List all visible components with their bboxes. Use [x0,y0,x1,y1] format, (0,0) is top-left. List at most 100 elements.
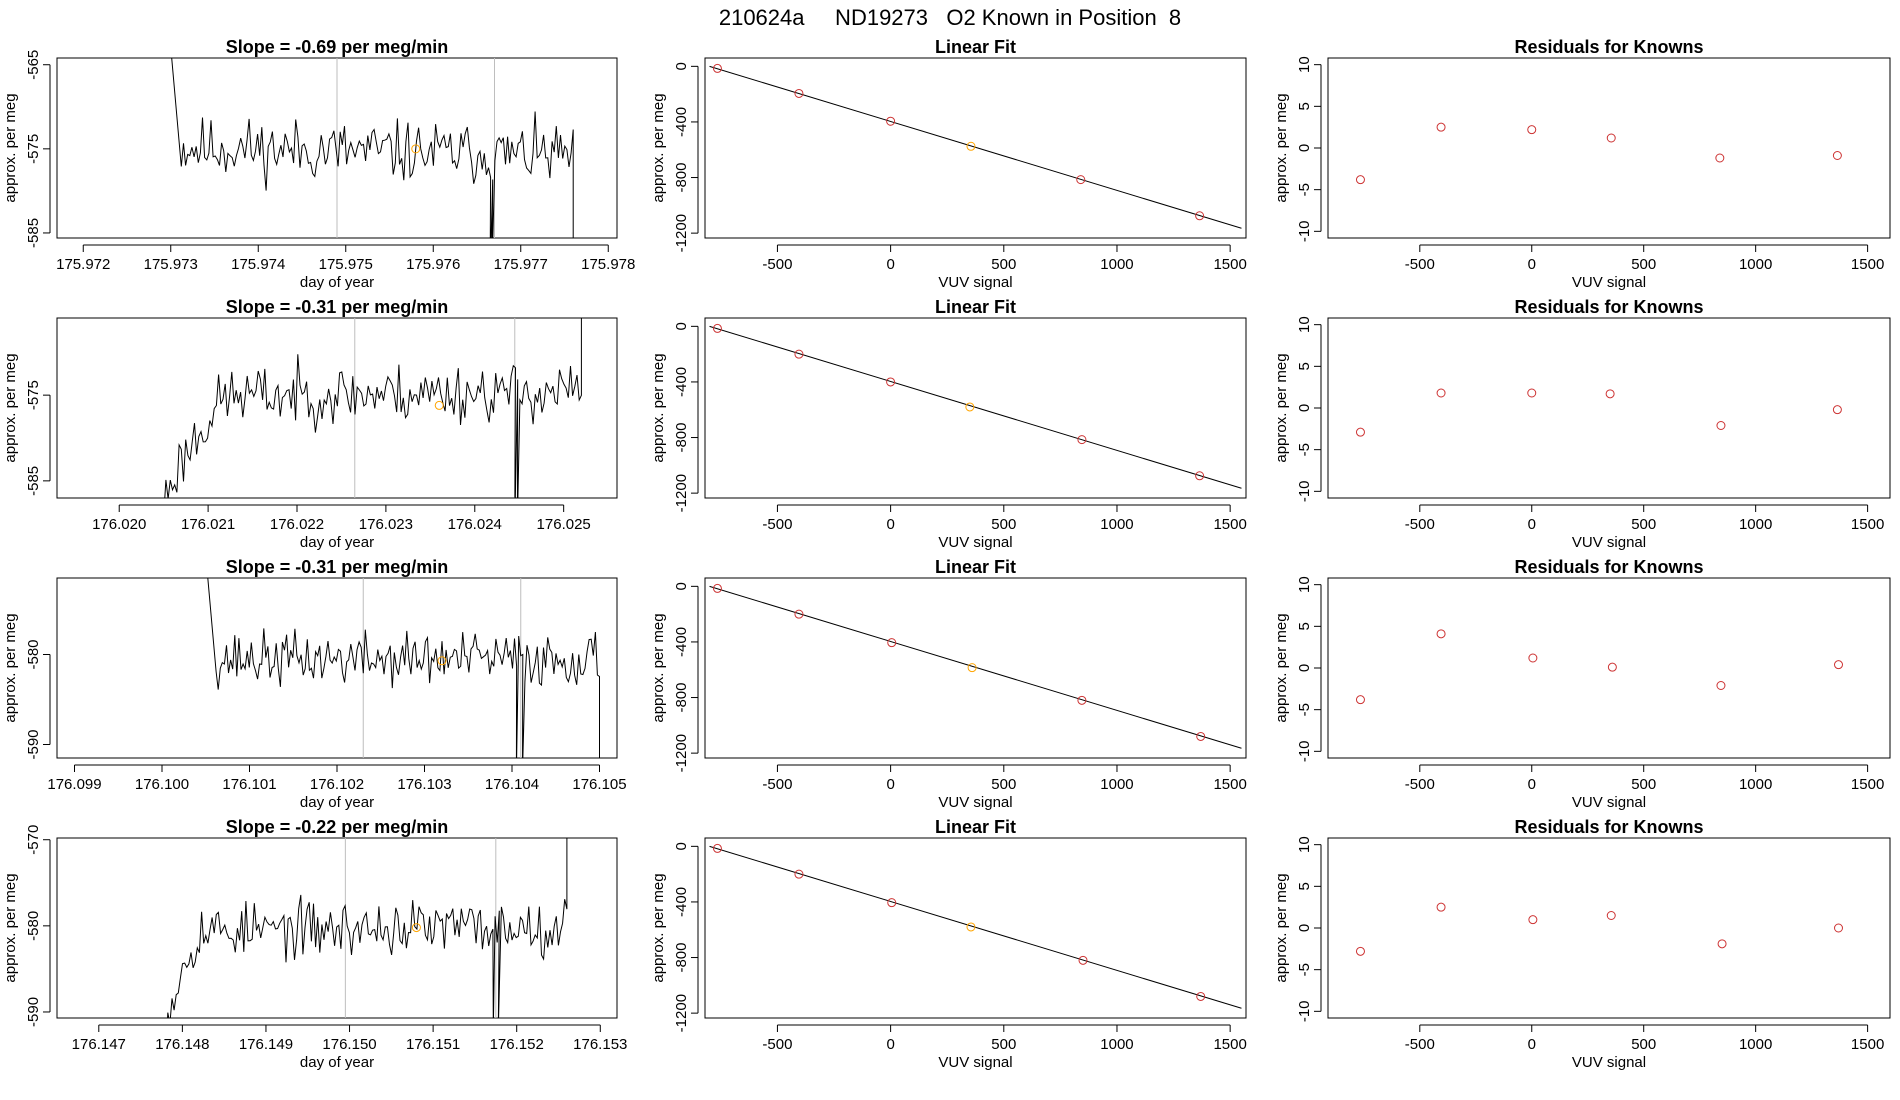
y-axis-label: approx. per meg [650,873,667,982]
x-tick-label: 500 [1631,776,1656,793]
x-tick-label: 176.103 [397,776,451,793]
y-axis: -1200 -800 -400 0 [673,842,699,1032]
y-tick-label: -10 [1296,740,1313,762]
x-tick-label: -500 [762,776,792,793]
residual-point [1606,911,1616,920]
residual-point [1717,939,1727,949]
x-axis-label: VUV signal [938,534,1012,551]
plot-frame [1327,317,1891,499]
x-axis: -500 0 500 1000 1500 [1405,1024,1884,1053]
plot-frame [1327,577,1891,759]
x-tick-label: 1500 [1851,516,1884,533]
fit-point [967,663,977,673]
plot-data [164,318,582,498]
x-tick-label: 0 [1528,776,1536,793]
x-tick-label: 175.972 [56,256,110,273]
fit-point [712,323,722,333]
y-tick-label: -585 [25,466,42,496]
y-axis-label: approx. per meg [1273,93,1290,202]
panel-title: Slope = -0.31 per meg/min [226,557,449,577]
y-tick-label: -570 [25,825,42,855]
fit-point [887,898,897,908]
y-axis: -1200 -800 -400 0 [673,322,699,512]
y-tick-label: -5 [1296,443,1313,456]
x-axis: -500 0 500 1000 1500 [762,244,1247,273]
x-tick-label: 1500 [1851,776,1884,793]
x-tick-label: 0 [1528,256,1536,273]
residual-point [1528,915,1538,925]
x-tick-label: 1500 [1213,776,1246,793]
x-tick-label: 175.978 [581,256,635,273]
y-tick-label: 0 [673,842,690,850]
fit-point [794,869,804,879]
y-tick-label: -575 [25,380,42,410]
y-axis-label: approx. per meg [1273,613,1290,722]
y-tick-label: 10 [1296,316,1313,333]
y-tick-label: 10 [1296,56,1313,73]
x-tick-label: 1500 [1213,516,1246,533]
x-axis: -500 0 500 1000 1500 [762,1024,1247,1053]
x-axis: -500 0 500 1000 1500 [1405,504,1884,533]
x-axis: -500 0 500 1000 1500 [762,504,1247,533]
residual-point [1606,133,1616,143]
x-axis: -500 0 500 1000 1500 [762,764,1247,793]
residual-point [1436,902,1446,912]
plot-data [167,838,568,1018]
fit-point [1195,211,1205,221]
y-axis: -585 -575 -565 [25,50,51,248]
y-tick-label: -1200 [673,994,690,1032]
x-tick-label: 176.151 [406,1036,460,1053]
residual-point [1605,389,1615,399]
fit-point [1077,695,1087,705]
known-marker [411,144,421,154]
y-axis-label: approx. per meg [650,353,667,462]
residual-point [1607,662,1617,672]
fit-line [709,585,1242,749]
x-tick-label: 1000 [1739,776,1772,793]
residual-point [1527,125,1537,135]
y-tick-label: 5 [1296,102,1313,110]
x-axis: 175.972 175.973 175.974 175.975 175.976 175.9… [56,244,635,273]
x-tick-label: 1000 [1100,776,1133,793]
x-tick-label: 500 [1631,256,1656,273]
residual-point [1436,122,1446,132]
x-tick-label: 1500 [1851,1036,1884,1053]
fit-point [887,638,897,648]
panel-title: Linear Fit [935,817,1016,837]
x-tick-label: 175.974 [231,256,285,273]
panel-r4-c3: Residuals for Knowns -500 0 500 1000 1500 VUV … [1273,817,1891,1071]
x-tick-label: 176.149 [239,1036,293,1053]
x-tick-label: -500 [762,1036,792,1053]
panel-r2-c3: Residuals for Knowns -500 0 500 1000 1500 VUV … [1273,297,1891,551]
x-tick-label: 1000 [1100,516,1133,533]
y-tick-label: 0 [1296,924,1313,932]
y-axis: -590 -580 -570 [25,825,51,1027]
y-tick-label: 0 [673,582,690,590]
fit-line [709,845,1242,1009]
residual-point [1834,660,1844,670]
x-tick-label: 1000 [1100,1036,1133,1053]
y-tick-label: -565 [25,50,42,80]
y-tick-label: -400 [673,107,690,137]
y-axis-label: approx. per meg [2,353,19,462]
y-tick-label: 10 [1296,836,1313,853]
x-axis: 176.147 176.148 176.149 176.150 176.151 176.1… [72,1024,627,1053]
x-tick-label: 176.023 [359,516,413,533]
y-tick-label: 0 [1296,404,1313,412]
y-tick-label: -5 [1296,183,1313,196]
panel-title: Residuals for Knowns [1514,557,1703,577]
x-axis: -500 0 500 1000 1500 [1405,764,1884,793]
fit-point [1077,435,1087,445]
panel-r3-c2: Linear Fit -500 0 500 1000 1500 VUV signal -120… [650,557,1247,811]
y-tick-label: -800 [673,163,690,193]
known-marker [411,923,421,933]
y-axis: -1200 -800 -400 0 [673,62,699,252]
residual-point [1355,695,1365,705]
fit-point [886,116,896,126]
plot-data [1355,629,1844,705]
y-tick-label: -1200 [673,214,690,252]
fit-point [794,609,804,619]
